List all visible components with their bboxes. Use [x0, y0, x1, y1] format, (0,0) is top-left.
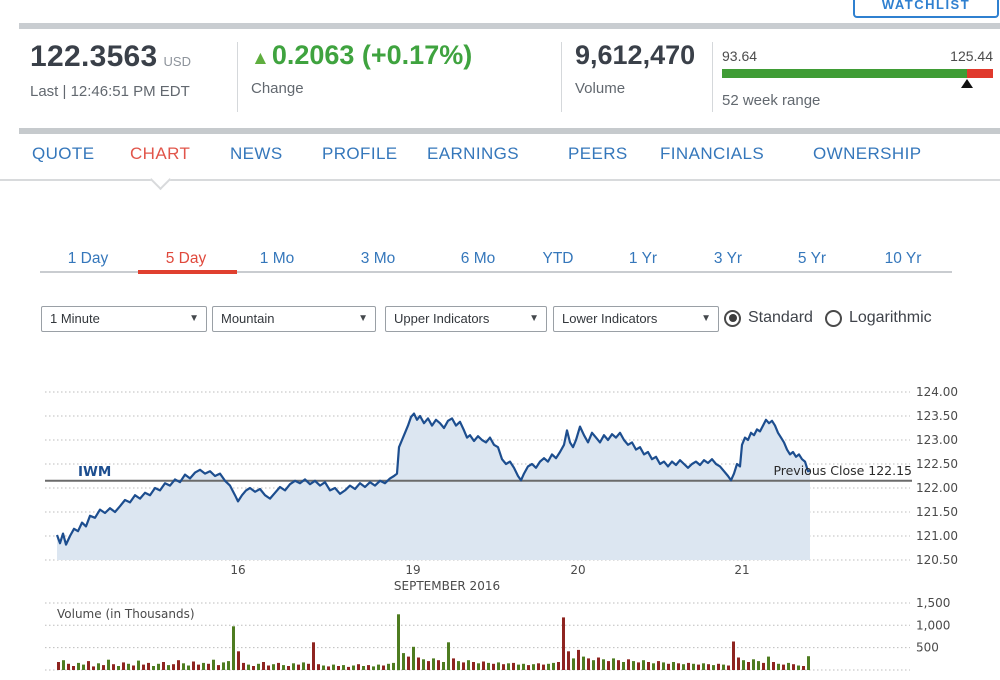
svg-text:123.50: 123.50: [916, 409, 958, 423]
header-divider: [237, 42, 238, 112]
svg-text:16: 16: [230, 563, 245, 577]
svg-text:1,500: 1,500: [916, 596, 950, 610]
top-divider-bar: [19, 23, 1000, 29]
active-range-underline: [138, 270, 237, 274]
chart-canvas[interactable]: 124.00 123.50 123.00 122.50 122.00 121.50 121.…: [0, 380, 1000, 680]
range-marker-icon: [960, 79, 973, 88]
scale-radio-group: Standard Logarithmic: [724, 306, 944, 330]
tab-news[interactable]: NEWS: [230, 144, 283, 163]
tab-ownership[interactable]: OWNERSHIP: [813, 144, 922, 163]
tab-quote[interactable]: QUOTE: [32, 144, 95, 163]
chart-type-select[interactable]: Mountain ▼: [212, 306, 376, 332]
range-label: 52 week range: [722, 92, 821, 109]
interval-value: 1 Minute: [50, 311, 100, 326]
svg-text:123.00: 123.00: [916, 433, 958, 447]
change-value: 0.2063 (+0.17%): [271, 40, 473, 70]
range-3mo[interactable]: 3 Mo: [360, 250, 396, 267]
volume-value: 9,612,470: [575, 40, 696, 70]
active-tab-notch-icon: [149, 168, 172, 191]
header-divider: [561, 42, 562, 112]
standard-label: Standard: [748, 309, 813, 326]
lower-indicators-select[interactable]: Lower Indicators ▼: [553, 306, 719, 332]
tab-earnings[interactable]: EARNINGS: [427, 144, 519, 163]
change-label: Change: [251, 80, 304, 97]
nav-tabs: QUOTE CHART NEWS PROFILE EARNINGS PEERS …: [0, 128, 1000, 191]
svg-text:20: 20: [570, 563, 585, 577]
range-tabs: 1 Day 5 Day 1 Mo 3 Mo 6 Mo YTD 1 Yr 3 Yr…: [0, 246, 1000, 276]
price-area: [57, 413, 810, 560]
nav-top-bar: [19, 128, 1000, 134]
range-bar-above-segment: [966, 69, 993, 78]
chevron-down-icon: ▼: [529, 313, 539, 324]
svg-text:122.00: 122.00: [916, 481, 958, 495]
lower-indicators-value: Lower Indicators: [562, 311, 658, 326]
chevron-down-icon: ▼: [358, 313, 368, 324]
tab-peers[interactable]: PEERS: [568, 144, 628, 163]
svg-text:121.00: 121.00: [916, 529, 958, 543]
svg-text:21: 21: [734, 563, 749, 577]
range-low-value: 93.64: [722, 48, 758, 64]
tab-financials[interactable]: FINANCIALS: [660, 144, 765, 163]
up-arrow-icon: ▲: [251, 48, 270, 69]
volume-pane-label: Volume (in Thousands): [57, 607, 195, 621]
last-price: 122.3563: [30, 40, 158, 73]
chevron-down-icon: ▼: [189, 313, 199, 324]
currency-label: USD: [163, 54, 191, 69]
volume-label: Volume: [575, 80, 626, 97]
chart-controls: 1 Minute ▼ Mountain ▼ Upper Indicators ▼…: [0, 306, 1000, 332]
logarithmic-radio[interactable]: [824, 309, 842, 327]
x-axis-title: SEPTEMBER 2016: [394, 579, 500, 593]
range-ytd[interactable]: YTD: [542, 250, 574, 267]
symbol-label: IWM: [78, 464, 111, 480]
volume-block: 9,612,470 Volume: [575, 40, 695, 97]
logarithmic-label: Logarithmic: [848, 309, 932, 326]
tab-profile[interactable]: PROFILE: [322, 144, 398, 163]
interval-select[interactable]: 1 Minute ▼: [41, 306, 207, 332]
upper-indicators-select[interactable]: Upper Indicators ▼: [385, 306, 547, 332]
upper-indicators-value: Upper Indicators: [394, 311, 490, 326]
range-5yr[interactable]: 5 Yr: [797, 250, 827, 267]
svg-text:120.50: 120.50: [916, 553, 958, 567]
price-line: [55, 412, 811, 546]
svg-text:122.50: 122.50: [916, 457, 958, 471]
range-3yr[interactable]: 3 Yr: [713, 250, 743, 267]
range-high-value: 125.44: [950, 48, 993, 64]
range-5day[interactable]: 5 Day: [165, 250, 207, 267]
range-10yr[interactable]: 10 Yr: [884, 250, 922, 267]
range-1day[interactable]: 1 Day: [67, 250, 109, 267]
svg-text:1,000: 1,000: [916, 618, 950, 632]
svg-text:124.00: 124.00: [916, 385, 958, 399]
watchlist-button[interactable]: WATCHLIST: [853, 0, 999, 18]
svg-text:500: 500: [916, 641, 939, 655]
change-block: ▲0.2063 (+0.17%) Change: [251, 40, 472, 97]
header-divider: [712, 42, 713, 112]
range-tabs-underline: [40, 271, 952, 273]
range-bar: [722, 69, 993, 78]
chevron-down-icon: ▼: [701, 313, 711, 324]
chart-type-value: Mountain: [221, 311, 275, 326]
svg-text:19: 19: [405, 563, 420, 577]
price-chart[interactable]: 124.00 123.50 123.00 122.50 122.00 121.50 121.…: [0, 380, 1000, 680]
last-time-label: Last | 12:46:51 PM EDT: [30, 83, 190, 100]
volume-bars: [57, 614, 810, 671]
svg-text:121.50: 121.50: [916, 505, 958, 519]
previous-close-label: Previous Close 122.15: [773, 463, 912, 478]
range-1mo[interactable]: 1 Mo: [259, 250, 295, 267]
standard-radio[interactable]: [724, 309, 741, 327]
price-block: 122.3563 USD Last | 12:46:51 PM EDT: [30, 40, 191, 100]
tab-chart[interactable]: CHART: [130, 144, 191, 163]
range-1yr[interactable]: 1 Yr: [628, 250, 658, 267]
range-6mo[interactable]: 6 Mo: [460, 250, 496, 267]
